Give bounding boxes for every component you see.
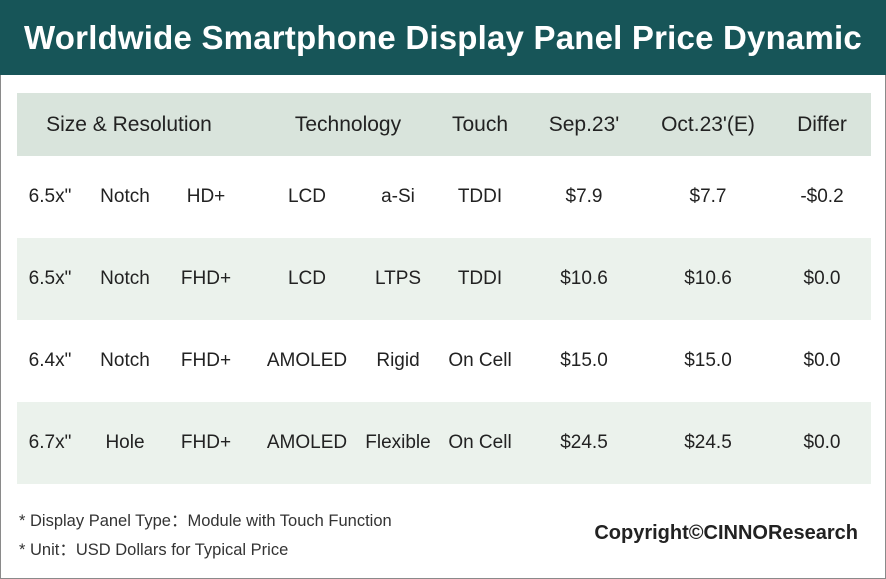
- cell-size: 6.7x": [28, 432, 72, 453]
- cell-sep: $10.6: [560, 268, 608, 289]
- cell-size: 6.5x": [28, 186, 72, 207]
- cell-resolution: FHD+: [180, 432, 232, 453]
- header-oct: Oct.23'(E): [661, 112, 755, 136]
- cell-touch: TDDI: [457, 268, 503, 289]
- header-technology: Technology: [294, 112, 402, 136]
- cell-touch: On Cell: [448, 350, 512, 371]
- cell-sep: $24.5: [560, 432, 608, 453]
- cell-tech: LCD: [287, 186, 326, 207]
- table-row: 6.7x" Hole FHD+ AMOLED Flexible On Cell …: [17, 402, 871, 484]
- table-row: 6.5x" Notch HD+ LCD a-Si TDDI $7.9 $7.7 …: [17, 156, 871, 238]
- cell-form: Notch: [100, 268, 150, 289]
- header-differ: Differ: [797, 112, 847, 136]
- header-touch: Touch: [451, 112, 509, 136]
- cell-size: 6.5x": [28, 268, 72, 289]
- cell-backplane: LTPS: [374, 268, 422, 289]
- chart-title: Worldwide Smartphone Display Panel Price…: [24, 18, 862, 56]
- cell-backplane: Flexible: [365, 432, 431, 453]
- cell-sep: $7.9: [565, 186, 603, 207]
- cell-oct: $24.5: [684, 432, 732, 453]
- cell-sep: $15.0: [560, 350, 608, 371]
- cell-backplane: Rigid: [376, 350, 420, 371]
- header-size-resolution: Size & Resolution: [46, 112, 212, 136]
- cell-touch: TDDI: [457, 186, 503, 207]
- cell-differ: $0.0: [803, 350, 841, 371]
- note-panel-type: * Display Panel Type：Module with Touch F…: [19, 512, 392, 530]
- note-unit: * Unit：USD Dollars for Typical Price: [19, 541, 289, 559]
- cell-differ: -$0.2: [800, 186, 844, 207]
- cell-resolution: FHD+: [180, 350, 232, 371]
- cell-differ: $0.0: [803, 268, 841, 289]
- cell-oct: $7.7: [689, 186, 727, 207]
- cell-form: Notch: [100, 350, 150, 371]
- cell-tech: LCD: [287, 268, 326, 289]
- price-table: Size & Resolution Technology Touch Sep.2…: [17, 93, 871, 484]
- table-row: 6.5x" Notch FHD+ LCD LTPS TDDI $10.6 $10…: [17, 238, 871, 320]
- cell-backplane: a-Si: [381, 186, 415, 207]
- cell-tech: AMOLED: [266, 350, 348, 371]
- cell-touch: On Cell: [448, 432, 512, 453]
- cell-form: Notch: [100, 186, 150, 207]
- cell-oct: $15.0: [684, 350, 732, 371]
- table-row: 6.4x" Notch FHD+ AMOLED Rigid On Cell $1…: [17, 320, 871, 402]
- cell-tech: AMOLED: [266, 432, 348, 453]
- cell-resolution: HD+: [186, 186, 226, 207]
- table-header: Size & Resolution Technology Touch Sep.2…: [17, 93, 871, 156]
- header-sep: Sep.23': [548, 112, 620, 136]
- title-bar: Worldwide Smartphone Display Panel Price…: [0, 0, 886, 75]
- copyright-text: Copyright©CINNOResearch: [594, 522, 858, 544]
- cell-oct: $10.6: [684, 268, 732, 289]
- cell-differ: $0.0: [803, 432, 841, 453]
- cell-resolution: FHD+: [180, 268, 232, 289]
- cell-form: Hole: [105, 432, 145, 453]
- cell-size: 6.4x": [28, 350, 72, 371]
